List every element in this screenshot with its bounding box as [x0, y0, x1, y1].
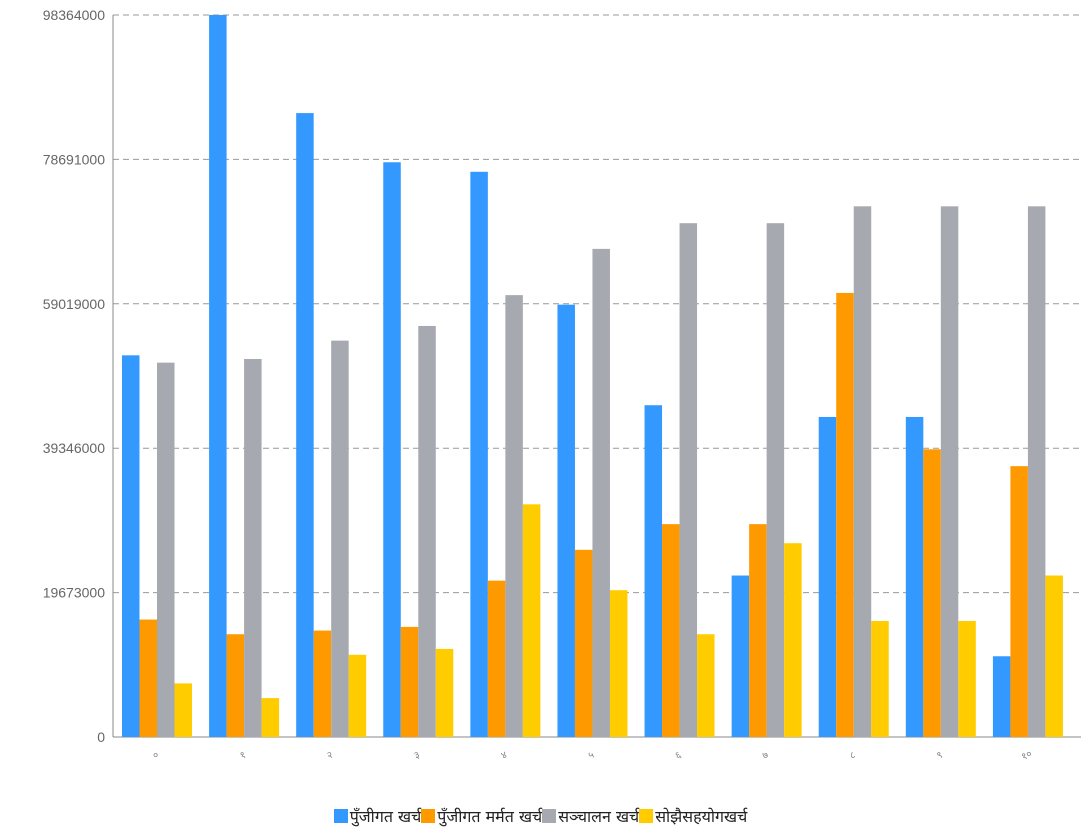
bar: [679, 223, 698, 737]
bar: [992, 656, 1011, 737]
bar: [923, 449, 941, 737]
bar: [296, 113, 314, 737]
bar: [505, 295, 523, 737]
legend-label: पुँजीगत मर्मत खर्च: [437, 807, 543, 826]
bar: [174, 683, 192, 737]
y-tick-label: 19673000: [43, 585, 106, 601]
legend-item[interactable]: सञ्चालन खर्च: [542, 805, 639, 827]
bar: [853, 206, 872, 737]
x-tick-label: ७: [761, 750, 770, 762]
bar: [122, 355, 140, 737]
legend-label: सोझैसहयोगखर्च: [655, 807, 748, 826]
bar: [157, 362, 175, 737]
bar: [609, 590, 628, 737]
legend-item[interactable]: सोझैसहयोगखर्च: [639, 805, 747, 827]
x-tick-label: २: [325, 750, 334, 762]
y-tick-label: 78691000: [43, 151, 106, 167]
x-tick-label: ८: [848, 750, 857, 762]
bar: [644, 405, 663, 737]
bar: [749, 524, 767, 737]
bar: [331, 340, 349, 737]
bar: [662, 524, 680, 737]
x-tick-label: ९: [935, 750, 944, 762]
bar: [139, 619, 157, 737]
y-tick-label: 59019000: [43, 296, 106, 312]
bar: [522, 504, 541, 737]
bar: [470, 171, 488, 738]
bar: [261, 698, 280, 737]
bar: [836, 292, 854, 737]
legend-swatch: [333, 809, 348, 823]
bar: [784, 543, 802, 737]
bar: [209, 15, 227, 737]
y-tick-label: 98364000: [43, 7, 106, 23]
bar: [244, 358, 262, 737]
bar: [905, 416, 924, 737]
bar: [418, 325, 436, 737]
y-tick-label: 39346000: [43, 440, 106, 456]
legend-swatch: [421, 809, 436, 823]
x-tick-label: १: [238, 750, 247, 762]
legend-item[interactable]: पुँजीगत खर्च: [333, 805, 422, 827]
legend-item[interactable]: पुँजीगत मर्मत खर्च: [421, 805, 542, 827]
bar: [313, 630, 332, 737]
y-tick-label: 0: [97, 729, 105, 745]
bar: [958, 621, 976, 737]
x-tick-label: ०: [151, 750, 160, 762]
x-tick-label: ३: [413, 750, 422, 762]
bar: [871, 621, 889, 737]
bar: [1027, 206, 1046, 737]
bar: [818, 416, 837, 737]
bar: [400, 626, 419, 737]
x-tick-label: ६: [674, 750, 683, 762]
bar: [574, 549, 593, 737]
bar: [226, 634, 245, 737]
legend-swatch: [542, 809, 557, 823]
bar: [435, 648, 454, 737]
legend: पुँजीगत खर्च पुँजीगत मर्मत खर्च सञ्चालन खर…: [0, 805, 1081, 827]
bar: [940, 206, 959, 737]
x-tick-label: ४: [500, 750, 509, 762]
bar: [557, 304, 575, 737]
bar-chart: 0 19673000 39346000 59019000 78691000 9836400…: [43, 7, 1081, 763]
bar: [1045, 575, 1063, 737]
bar: [697, 634, 715, 737]
legend-swatch: [639, 809, 654, 823]
legend-label: पुँजीगत खर्च: [349, 807, 422, 826]
bar: [487, 580, 506, 737]
x-tick-label: ५: [587, 750, 596, 762]
bar: [383, 162, 401, 738]
x-tick-label: १०: [1020, 749, 1034, 763]
x-axis: ० १ २ ३ ४ ५ ६ ७ ८ ९ १०: [151, 749, 1034, 763]
bar: [1010, 466, 1028, 737]
bar: [766, 223, 785, 737]
legend-label: सञ्चालन खर्च: [558, 807, 640, 826]
bar: [592, 248, 610, 737]
bar: [348, 654, 367, 737]
bar: [731, 575, 750, 737]
bars: [122, 15, 1063, 738]
